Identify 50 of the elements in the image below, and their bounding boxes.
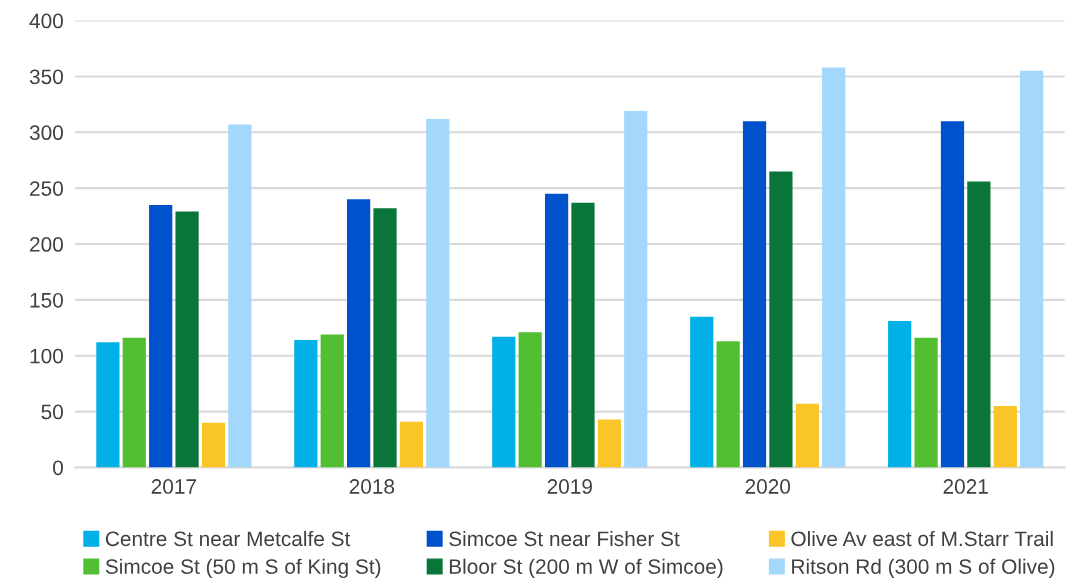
bar	[1020, 70, 1044, 468]
bar	[373, 208, 397, 468]
legend-label: Olive Av east of M.Starr Trail	[791, 530, 1053, 547]
bar	[571, 202, 595, 468]
bar	[96, 342, 120, 468]
legend-label: Bloor St (200 m W of Simcoe)	[449, 558, 723, 579]
y-tick-label: 300	[29, 125, 63, 141]
bar	[175, 211, 199, 468]
bar	[228, 124, 252, 468]
y-tick-label: 350	[29, 69, 63, 85]
bar	[795, 403, 819, 468]
bar	[967, 181, 991, 468]
y-tick-label: 50	[41, 404, 63, 420]
x-tick-label: 2021	[943, 479, 988, 494]
bar	[690, 316, 714, 468]
y-tick-label: 0	[53, 460, 63, 476]
bar	[122, 337, 146, 468]
bar	[347, 199, 371, 468]
legend-label: Centre St near Metcalfe St	[105, 530, 351, 547]
y-tick-label: 250	[30, 181, 63, 196]
x-tick-label: 2020	[745, 479, 791, 494]
bar	[399, 421, 424, 468]
bar	[624, 111, 648, 468]
bar	[769, 171, 793, 468]
bar	[320, 334, 344, 468]
legend-label: Simcoe St (50 m S of King St)	[105, 558, 381, 579]
bar	[914, 337, 938, 468]
x-tick-label: 2017	[151, 479, 196, 494]
bar	[294, 340, 318, 468]
bar	[518, 332, 542, 468]
bar	[426, 118, 450, 468]
legend-label: Ritson Rd (300 m S of Olive)	[792, 558, 1055, 579]
y-tick-label: 400	[29, 13, 63, 29]
y-tick-label: 150	[30, 292, 63, 308]
x-tick-label: 2018	[349, 479, 395, 494]
bar	[822, 67, 846, 468]
bar	[492, 336, 516, 468]
bar	[597, 419, 621, 468]
bar	[544, 193, 569, 468]
bar	[888, 321, 912, 468]
y-tick-label: 100	[30, 348, 63, 364]
bar	[149, 204, 173, 468]
x-tick-label: 2019	[547, 479, 592, 494]
y-tick-label: 200	[30, 237, 63, 252]
bar	[993, 406, 1017, 468]
bar	[716, 341, 740, 468]
legend-label: Simcoe St near Fisher St	[449, 530, 680, 547]
bar	[742, 121, 767, 468]
bar	[201, 422, 226, 468]
bar	[940, 121, 965, 468]
